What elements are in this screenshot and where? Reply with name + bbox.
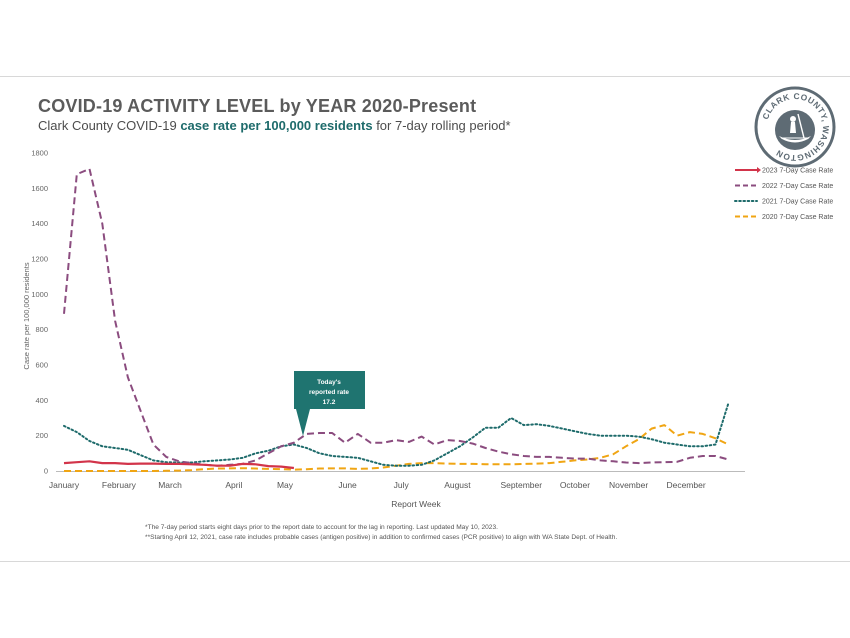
series-line-2022 [63, 167, 729, 467]
y-tick-label: 0 [44, 467, 48, 476]
clark-county-seal-icon: CLARK COUNTY, WASHINGTON [754, 86, 836, 168]
y-axis: 0 200 400 600 800 1000 1200 1400 1600 1800 [31, 149, 48, 476]
x-tick-label: November [609, 480, 648, 490]
y-tick-label: 1000 [31, 290, 48, 299]
x-tick-label: July [394, 480, 410, 490]
x-tick-label: September [500, 480, 542, 490]
legend-label: 2022 7-Day Case Rate [762, 183, 833, 190]
x-tick-label: December [666, 480, 705, 490]
legend-label: 2020 7-Day Case Rate [762, 214, 833, 221]
top-divider [0, 76, 850, 77]
x-tick-label: February [102, 480, 137, 490]
x-tick-label: January [49, 480, 80, 490]
y-tick-label: 1400 [31, 219, 48, 228]
chart-subtitle: Clark County COVID-19 case rate per 100,… [38, 118, 511, 133]
x-tick-label: May [277, 480, 294, 490]
callout-line2: reported rate [309, 389, 349, 396]
legend-arrow [757, 167, 761, 173]
footnote-2: **Starting April 12, 2021, case rate inc… [145, 534, 618, 541]
subtitle-suffix: for 7-day rolling period* [372, 118, 511, 133]
line-chart: 0 200 400 600 800 1000 1200 1400 1600 1800 Januar… [22, 149, 833, 510]
x-tick-label: March [158, 480, 182, 490]
bottom-divider [0, 561, 850, 562]
x-tick-label: April [225, 480, 242, 490]
series-line-2023 [63, 460, 295, 470]
footnote-1: *The 7-day period starts eight days prio… [145, 524, 498, 531]
x-axis: January February March April May June July Augu… [49, 471, 745, 490]
y-tick-label: 1600 [31, 184, 48, 193]
callout-value: 17.2 [323, 399, 336, 406]
y-tick-label: 600 [35, 361, 48, 370]
y-tick-label: 400 [35, 396, 48, 405]
legend-label: 2023 7-Day Case Rate [762, 168, 833, 175]
y-tick-label: 1800 [31, 149, 48, 158]
x-tick-label: June [338, 480, 357, 490]
x-tick-label: August [444, 480, 471, 490]
callout: Today's reported rate 17.2 [294, 371, 365, 436]
series-line-2021 [63, 402, 730, 467]
callout-line1: Today's [317, 379, 341, 386]
legend: 2023 7-Day Case Rate 2022 7-Day Case Rate… [734, 167, 833, 221]
chart-title: COVID-19 ACTIVITY LEVEL by YEAR 2020-Pre… [38, 96, 477, 116]
y-tick-label: 200 [35, 431, 48, 440]
callout-box [294, 371, 365, 436]
subtitle-highlight: case rate per 100,000 residents [180, 118, 373, 133]
y-axis-label: Case rate per 100,000 residents [22, 262, 31, 369]
x-axis-label: Report Week [391, 499, 441, 509]
y-tick-label: 800 [35, 325, 48, 334]
subtitle-prefix: Clark County COVID-19 [38, 118, 181, 133]
y-tick-label: 1200 [31, 255, 48, 264]
legend-label: 2021 7-Day Case Rate [762, 199, 833, 206]
x-tick-label: October [560, 480, 590, 490]
series-lines [63, 167, 730, 472]
footnotes: *The 7-day period starts eight days prio… [145, 523, 617, 543]
